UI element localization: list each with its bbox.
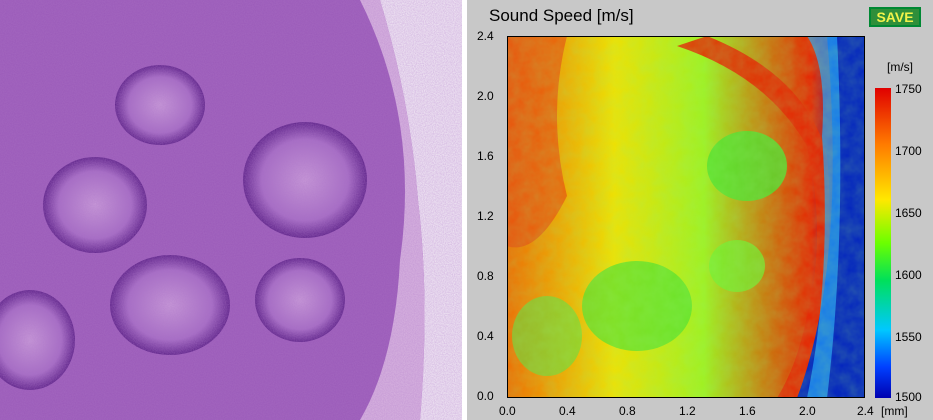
histology-image [0, 0, 462, 420]
y-tick: 0.0 [477, 389, 494, 403]
y-tick: 1.2 [477, 209, 494, 223]
histology-icon [0, 0, 462, 420]
panel-title: Sound Speed [m/s] [489, 6, 634, 25]
x-tick: 1.6 [739, 404, 756, 418]
x-tick: 0.4 [559, 404, 576, 418]
x-tick: 1.2 [679, 404, 696, 418]
save-button[interactable]: SAVE [869, 7, 921, 27]
colorbar-tick: 1600 [895, 268, 922, 282]
colorbar [875, 88, 891, 398]
y-tick: 1.6 [477, 149, 494, 163]
y-tick: 2.4 [477, 29, 494, 43]
x-tick: 2.4 [857, 404, 874, 418]
y-tick: 0.8 [477, 269, 494, 283]
sound-speed-panel: Sound Speed [m/s] SAVE [m/s] 1750 [467, 0, 933, 420]
colorbar-tick: 1650 [895, 206, 922, 220]
colorbar-tick: 1500 [895, 390, 922, 404]
colorbar-tick: 1750 [895, 82, 922, 96]
x-tick: 2.0 [799, 404, 816, 418]
sound-speed-map [507, 36, 865, 398]
colorbar-tick: 1700 [895, 144, 922, 158]
colorbar-unit: [m/s] [887, 60, 913, 74]
x-tick: 0.0 [499, 404, 516, 418]
y-tick: 0.4 [477, 329, 494, 343]
y-tick: 2.0 [477, 89, 494, 103]
x-unit: [mm] [881, 404, 908, 418]
colorbar-tick: 1550 [895, 330, 922, 344]
x-tick: 0.8 [619, 404, 636, 418]
